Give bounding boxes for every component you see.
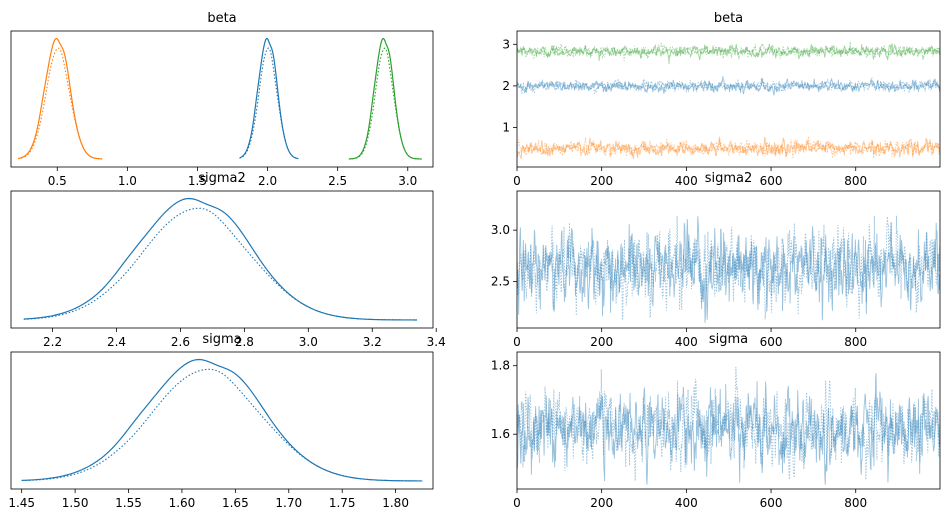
plot-area [517,366,940,485]
x-tick-label: 400 [675,496,698,510]
x-tick-label: 800 [844,335,867,349]
x-tick-label: 200 [590,496,613,510]
chart-panel-2: 1 2 3 0 200 400 600 800 beta [502,11,941,188]
density-line-dotted-1 [23,207,418,321]
trace-line-2-chain-2 [517,77,940,95]
panel-title: beta [714,11,743,26]
density-line-dotted-1 [21,368,423,482]
x-tick-label: 2.8 [235,335,254,349]
chart-panel-1: 0.5 1.0 1.5 2.0 2.5 3.0 beta [10,11,434,188]
y-tick-label: 1.6 [491,427,510,441]
density-line-solid-1 [23,197,418,321]
chart-panel-5: 1.45 1.50 1.55 1.60 1.65 1.70 1.75 1.80 sigma [8,332,434,510]
x-tick-label: 400 [675,335,698,349]
trace-line-1-chain-1 [517,373,940,485]
y-tick-label: 3.0 [491,223,510,237]
trace-line-1-chain-1 [517,43,940,64]
x-tick-label: 1.70 [275,496,302,510]
x-tick-label: 1.5 [188,174,207,188]
x-tick-label: 600 [760,335,783,349]
y-tick-label: 2 [502,79,510,93]
x-tick-label: 3.0 [299,335,318,349]
y-tick-label: 3 [502,37,510,51]
x-tick-label: 1.45 [8,496,35,510]
axes-frame [10,351,434,490]
density-line-dotted-1 [17,47,103,160]
plot-area [21,358,423,482]
trace-line-1-chain-2 [517,41,940,61]
x-tick-label: 200 [590,335,613,349]
x-tick-label: 2.6 [171,335,190,349]
trace-line-3-chain-1 [517,136,940,160]
x-tick-label: 2.5 [328,174,347,188]
x-tick-label: 1.0 [118,174,137,188]
x-tick-label: 200 [590,174,613,188]
chart-panel-3: 2.2 2.4 2.6 2.8 3.0 3.2 3.4 sigma2 [10,171,446,349]
density-line-solid-3 [348,37,422,160]
axes-frame [10,190,434,329]
axes-frame [10,30,434,168]
density-line-solid-1 [21,358,423,482]
x-tick-label: 0.5 [48,174,67,188]
x-tick-label: 600 [760,174,783,188]
x-tick-label: 2.0 [258,174,277,188]
x-tick-label: 0 [513,174,521,188]
plot-area [17,37,422,160]
x-tick-label: 3.0 [398,174,417,188]
panel-title: sigma2 [198,171,246,186]
x-tick-label: 800 [844,174,867,188]
trace-line-1-chain-2 [517,366,940,481]
x-tick-label: 1.75 [329,496,356,510]
y-tick-label: 2.5 [491,275,510,289]
x-tick-label: 3.4 [427,335,446,349]
x-tick-label: 2.4 [107,335,126,349]
axes-frame [516,30,941,168]
trace-line-3-chain-2 [517,136,940,159]
trace-line-1-chain-1 [517,216,940,323]
panel-title: sigma [202,332,241,347]
x-tick-label: 1.55 [115,496,142,510]
x-tick-label: 3.2 [363,335,382,349]
x-tick-label: 2.2 [43,335,62,349]
x-tick-label: 0 [513,496,521,510]
x-tick-label: 0 [513,335,521,349]
chart-panel-4: 2.5 3.0 0 200 400 600 800 sigma2 [491,171,941,349]
trace-line-1-chain-2 [517,215,940,321]
plot-area [23,197,418,321]
x-tick-label: 1.80 [382,496,409,510]
axes-frame [516,351,941,490]
panel-title: beta [207,11,236,26]
x-tick-label: 400 [675,174,698,188]
x-tick-label: 800 [844,496,867,510]
density-line-dotted-2 [239,47,299,160]
panel-title: sigma [709,332,748,347]
y-tick-label: 1 [502,120,510,134]
x-tick-label: 600 [760,496,783,510]
axes-frame [516,190,941,329]
x-tick-label: 1.50 [62,496,89,510]
x-tick-label: 1.65 [222,496,249,510]
x-tick-label: 1.60 [169,496,196,510]
panel-title: sigma2 [705,171,753,186]
plot-area [517,215,940,323]
y-tick-label: 1.8 [491,359,510,373]
plot-area [517,41,940,160]
trace-line-2-chain-1 [517,76,940,96]
